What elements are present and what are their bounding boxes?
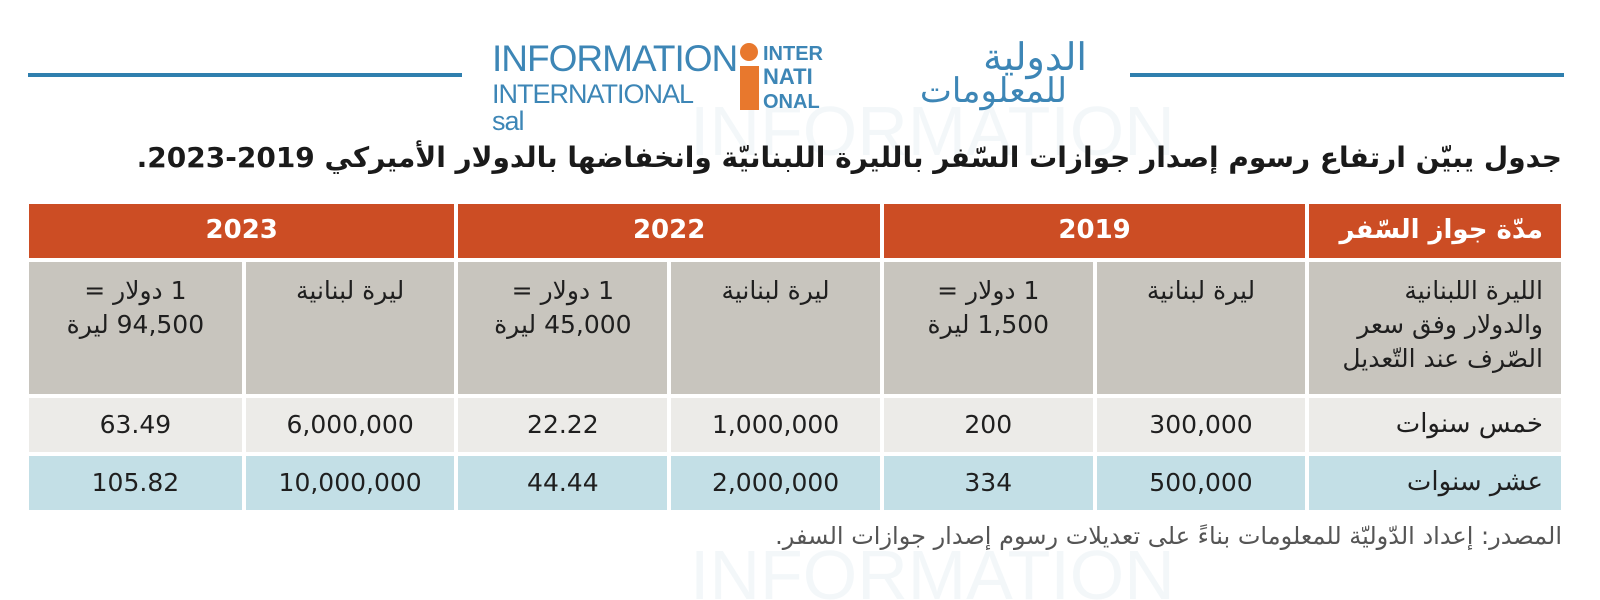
logo: INFORMATION INTERNATIONAL sal INTER NATI… bbox=[492, 38, 1092, 135]
table-row: عشر سنوات 500,000 334 2,000,000 44.44 10… bbox=[29, 456, 1561, 514]
header-duration: مدّة جواز السّفر bbox=[1305, 204, 1561, 262]
row-label: خمس سنوات bbox=[1305, 398, 1561, 456]
logo-mark-line-3: ONAL bbox=[763, 91, 820, 112]
logo-line-2: INTERNATIONAL sal bbox=[492, 79, 693, 136]
cell-ll-2023: 10,000,000 bbox=[241, 456, 455, 514]
row-label: عشر سنوات bbox=[1305, 456, 1561, 514]
logo-arabic: الدولية للمعلومات bbox=[847, 38, 1087, 110]
source-note: المصدر: إعداد الدّوليّة للمعلومات بناءً … bbox=[775, 522, 1562, 550]
cell-usd-2022: 44.44 bbox=[454, 456, 668, 514]
cell-ll-2019: 300,000 bbox=[1092, 398, 1306, 456]
logo-mark-line-1: INTER bbox=[763, 43, 824, 65]
subheader-usd-2019: 1 دولار = 1,500 ليرة bbox=[879, 262, 1093, 398]
fees-table: مدّة جواز السّفر 2019 2022 2023 الليرة ا… bbox=[29, 204, 1561, 514]
logo-line-1: INFORMATION bbox=[492, 38, 738, 79]
subheader-usd-2023: 1 دولار = 94,500 ليرة bbox=[29, 262, 242, 398]
header-year-2019: 2019 bbox=[879, 204, 1306, 262]
logo-mark-line-2: NATI bbox=[763, 64, 813, 89]
cell-usd-2019: 200 bbox=[879, 398, 1093, 456]
cell-usd-2019: 334 bbox=[879, 456, 1093, 514]
subheader-ll-2019: ليرة لبنانية bbox=[1092, 262, 1306, 398]
header-year-2022: 2022 bbox=[454, 204, 880, 262]
subheader-usd-2022: 1 دولار = 45,000 ليرة bbox=[454, 262, 668, 398]
table-group-header-row: مدّة جواز السّفر 2019 2022 2023 bbox=[29, 204, 1561, 262]
header-year-2023: 2023 bbox=[29, 204, 455, 262]
logo-mark-icon: INTER NATI ONAL bbox=[740, 43, 824, 112]
logo-arabic-line-2: للمعلومات bbox=[919, 71, 1067, 111]
cell-ll-2023: 6,000,000 bbox=[241, 398, 455, 456]
cell-usd-2022: 22.22 bbox=[454, 398, 668, 456]
cell-ll-2019: 500,000 bbox=[1092, 456, 1306, 514]
table-sub-header-row: الليرة اللبنانية والدولار وفق سعر الصّرف… bbox=[29, 262, 1561, 398]
cell-usd-2023: 63.49 bbox=[29, 398, 242, 456]
cell-ll-2022: 2,000,000 bbox=[667, 456, 880, 514]
subheader-ll-2022: ليرة لبنانية bbox=[667, 262, 880, 398]
cell-usd-2023: 105.82 bbox=[29, 456, 242, 514]
logo-arabic-line-1: الدولية bbox=[983, 35, 1087, 79]
page-title: جدول يبيّن ارتفاع رسوم إصدار جوازات السّ… bbox=[136, 141, 1562, 174]
header-rule-right bbox=[1130, 73, 1564, 77]
header-rule-left bbox=[28, 73, 462, 77]
cell-ll-2022: 1,000,000 bbox=[667, 398, 880, 456]
subheader-rate-note: الليرة اللبنانية والدولار وفق سعر الصّرف… bbox=[1305, 262, 1561, 398]
subheader-ll-2023: ليرة لبنانية bbox=[241, 262, 455, 398]
table-row: خمس سنوات 300,000 200 1,000,000 22.22 6,… bbox=[29, 398, 1561, 456]
